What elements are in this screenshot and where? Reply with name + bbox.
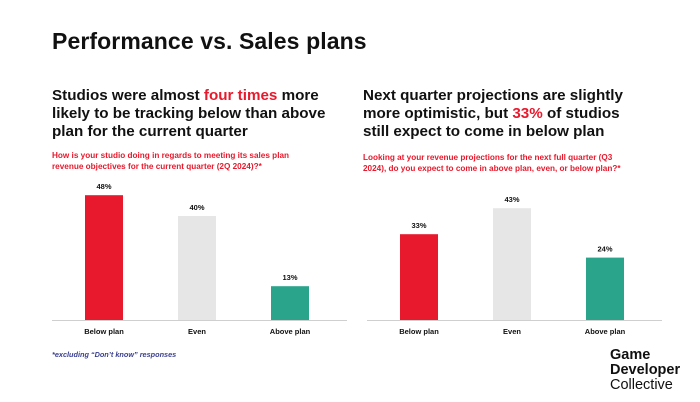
left-question-line: How is your studio doing in regards to m…	[52, 151, 290, 160]
data-label: 13%	[282, 273, 297, 282]
category-label: Even	[188, 327, 206, 336]
category-label: Above plan	[585, 327, 626, 336]
right-question-line: Looking at your revenue projections for …	[363, 153, 613, 162]
logo-line: Game	[610, 347, 651, 363]
right-headline-text: more optimistic, but	[363, 105, 513, 122]
right-headline-line: still expect to come in below plan	[363, 123, 605, 140]
bar-even	[178, 216, 216, 320]
left-headline-text: Studios were almost	[52, 87, 204, 104]
right-question-line: 2024), do you expect to come in above pl…	[363, 164, 621, 173]
data-label: 43%	[504, 195, 519, 204]
page-title: Performance vs. Sales plans	[52, 28, 367, 54]
bar-below-plan	[85, 195, 123, 320]
category-label: Below plan	[399, 327, 439, 336]
logo-line: Collective	[610, 377, 673, 393]
category-label: Below plan	[84, 327, 124, 336]
right-headline-text: of studios	[542, 105, 620, 122]
left-bar-chart: 48% Below plan 40% Even 13% Above plan	[52, 182, 347, 336]
left-headline-text: more	[277, 87, 319, 104]
left-question-line: revenue objectives for the current quart…	[52, 162, 262, 171]
right-question: Looking at your revenue projections for …	[363, 152, 621, 174]
data-label: 48%	[96, 182, 111, 191]
right-headline-line: Next quarter projections are slightly	[363, 87, 623, 104]
bar-above-plan	[586, 257, 624, 320]
category-label: Above plan	[270, 327, 311, 336]
left-headline-line: likely to be tracking below than above	[52, 105, 326, 122]
bar-below-plan	[400, 234, 438, 320]
left-headline: Studios were almost four times more like…	[52, 87, 325, 141]
data-label: 33%	[411, 221, 426, 230]
right-headline: Next quarter projections are slightly mo…	[363, 87, 623, 141]
data-label: 40%	[189, 203, 204, 212]
right-headline-highlight: 33%	[512, 105, 543, 122]
footnote: *excluding “Don’t know” responses	[52, 350, 177, 359]
brand-logo: Game Developer Collective	[610, 348, 680, 393]
bar-above-plan	[271, 286, 309, 320]
logo-line: Developer	[610, 362, 681, 378]
category-label: Even	[503, 327, 521, 336]
right-bar-chart: 33% Below plan 43% Even 24% Above plan	[367, 195, 662, 336]
bar-even	[493, 208, 531, 320]
left-question: How is your studio doing in regards to m…	[52, 150, 289, 172]
left-headline-line: plan for the current quarter	[52, 123, 248, 140]
left-headline-highlight: four times	[203, 87, 278, 104]
data-label: 24%	[597, 245, 612, 254]
